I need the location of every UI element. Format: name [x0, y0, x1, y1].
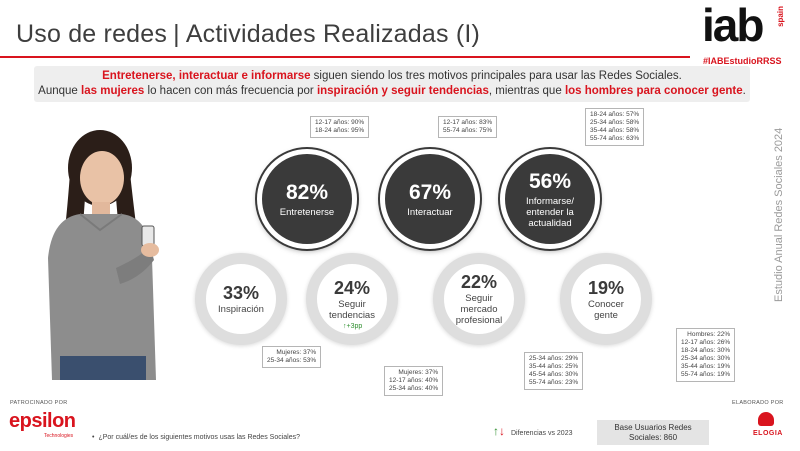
hashtag: #IABEstudioRRSS	[703, 56, 782, 66]
banner-line-1: Entretenerse, interactuar e informarse s…	[34, 69, 750, 84]
note-inspiracion: Mujeres: 37% 25-34 años: 53%	[262, 346, 322, 368]
banner-text: .	[742, 85, 746, 97]
elogia-logo-mark	[758, 412, 774, 426]
activity-informarse: 56% Informarse/ entender la actualidad	[500, 149, 600, 249]
activity-label: Seguir tendencias	[329, 298, 375, 321]
banner-highlight: inspiración y seguir tendencias	[316, 85, 489, 97]
differences-legend: ↑↓ Diferencias vs 2023	[493, 424, 572, 438]
logo-suffix: spain	[776, 6, 785, 27]
diff-label: Diferencias vs 2023	[511, 430, 573, 437]
note-line: 35-44 años: 25%	[529, 363, 579, 370]
note-line: Mujeres: 37%	[398, 369, 439, 376]
note-line: 25-34 años: 58%	[590, 119, 640, 126]
activity-label: Inspiración	[218, 304, 264, 315]
up-arrow-icon: ↑	[343, 323, 347, 330]
up-down-arrows-icon: ↑↓	[493, 424, 505, 438]
note-line: 25-34 años: 53%	[267, 357, 317, 364]
activity-pct: 82%	[285, 180, 329, 204]
sponsor-label: PATROCINADO POR	[10, 400, 68, 406]
note-line: 12-17 años: 83%	[443, 119, 493, 126]
note-line: 12-17 años: 26%	[681, 339, 731, 346]
activity-pct: 67%	[408, 180, 452, 204]
activity-interactuar: 67% Interactuar	[380, 149, 480, 249]
note-conocer: Hombres: 22% 12-17 años: 26% 18-24 años: 3…	[676, 328, 736, 382]
note-interactuar: 12-17 años: 83% 55-74 años: 75%	[438, 116, 498, 138]
made-by-label: ELABORADO POR	[732, 400, 784, 406]
note-line: 25-34 años: 30%	[681, 355, 731, 362]
note-informarse: 18-24 años: 57% 25-34 años: 58% 35-44 años…	[585, 108, 645, 146]
activity-pct: 24%	[333, 277, 371, 298]
activity-entretenerse: 82% Entretenerse	[257, 149, 357, 249]
banner-highlight: las mujeres	[81, 85, 145, 97]
title-sub: Actividades Realizadas (I)	[185, 20, 481, 48]
activity-inspiracion: 33% Inspiración	[195, 253, 287, 345]
sponsor-logo: epsilon	[9, 410, 76, 432]
note-line: 12-17 años: 40%	[389, 377, 439, 384]
banner-text: Aunque	[38, 85, 82, 97]
activity-pct: 22%	[460, 272, 498, 292]
note-line: 55-74 años: 19%	[681, 371, 731, 378]
note-line: 55-74 años: 63%	[590, 135, 640, 142]
note-line: 25-34 años: 40%	[389, 385, 439, 392]
base-line-1: Base Usuarios Redes	[614, 423, 692, 432]
activity-seguir-mercado: 22% Seguir mercado profesional	[433, 253, 525, 345]
banner-text: siguen siendo los tres motivos principal…	[310, 70, 682, 82]
note-line: 18-24 años: 57%	[590, 111, 640, 118]
iab-spain-logo: iab spain	[702, 0, 794, 62]
banner-text: lo hacen con más frecuencia por	[144, 85, 317, 97]
note-line: 45-54 años: 30%	[529, 371, 579, 378]
note-line: 18-24 años: 30%	[681, 347, 731, 354]
woman-with-phone-photo	[48, 130, 159, 380]
delta-value: +3pp	[346, 323, 363, 330]
title-main: Uso de redes	[16, 20, 168, 48]
banner-text: , mientras que	[488, 85, 565, 97]
base-line-2: Sociales: 860	[628, 433, 678, 442]
bullet-icon: •	[92, 434, 95, 441]
activity-label: Informarse/ entender la actualidad	[525, 195, 575, 229]
banner-highlight: Entretenerse, interactuar e informarse	[102, 70, 311, 82]
question-text: ¿Por cuál/es de los siguientes motivos u…	[98, 434, 300, 441]
note-line: 12-17 años: 90%	[315, 119, 365, 126]
elogia-logo: ELOGIA	[753, 430, 783, 437]
note-entretenerse: 12-17 años: 90% 18-24 años: 95%	[310, 116, 370, 138]
activity-label: Conocer gente	[588, 298, 624, 321]
note-mercado: 25-34 años: 29% 35-44 años: 25% 45-54 años…	[524, 352, 584, 390]
note-line: Mujeres: 37%	[276, 349, 317, 356]
activity-conocer-gente: 19% Conocer gente	[560, 253, 652, 345]
page-title: Uso de redes | Actividades Realizadas (I)	[16, 20, 480, 49]
note-tendencias: Mujeres: 37% 12-17 años: 40% 25-34 años: 4…	[384, 366, 444, 396]
delta-badge: ↑+3pp	[343, 323, 362, 330]
activity-label: Interactuar	[407, 206, 453, 218]
logo-text: iab	[702, 0, 764, 51]
note-line: 25-34 años: 29%	[529, 355, 579, 362]
title-underline	[0, 56, 690, 58]
note-line: 35-44 años: 58%	[590, 127, 640, 134]
activity-pct: 33%	[222, 283, 260, 303]
banner-highlight: los hombres para conocer gente	[564, 85, 743, 97]
summary-banner: Entretenerse, interactuar e informarse s…	[34, 66, 750, 102]
title-separator: |	[173, 20, 180, 48]
note-line: 55-74 años: 75%	[443, 127, 493, 134]
side-study-title: Estudio Anual Redes Sociales 2024	[773, 127, 785, 303]
note-line: 18-24 años: 95%	[315, 127, 365, 134]
activity-pct: 56%	[528, 169, 572, 193]
sponsor-subtitle: Technologies	[44, 433, 74, 439]
base-box: Base Usuarios Redes Sociales: 860	[597, 420, 709, 445]
activity-pct: 19%	[587, 277, 625, 298]
activity-label: Seguir mercado profesional	[455, 293, 503, 326]
banner-line-2: Aunque las mujeres lo hacen con más frec…	[34, 84, 750, 99]
note-line: 55-74 años: 23%	[529, 379, 579, 386]
note-line: Hombres: 22%	[687, 331, 731, 338]
activity-label: Entretenerse	[279, 206, 335, 218]
survey-question: • ¿Por cuál/es de los siguientes motivos …	[92, 434, 300, 441]
activity-seguir-tendencias: 24% Seguir tendencias	[306, 253, 398, 345]
note-line: 35-44 años: 19%	[681, 363, 731, 370]
